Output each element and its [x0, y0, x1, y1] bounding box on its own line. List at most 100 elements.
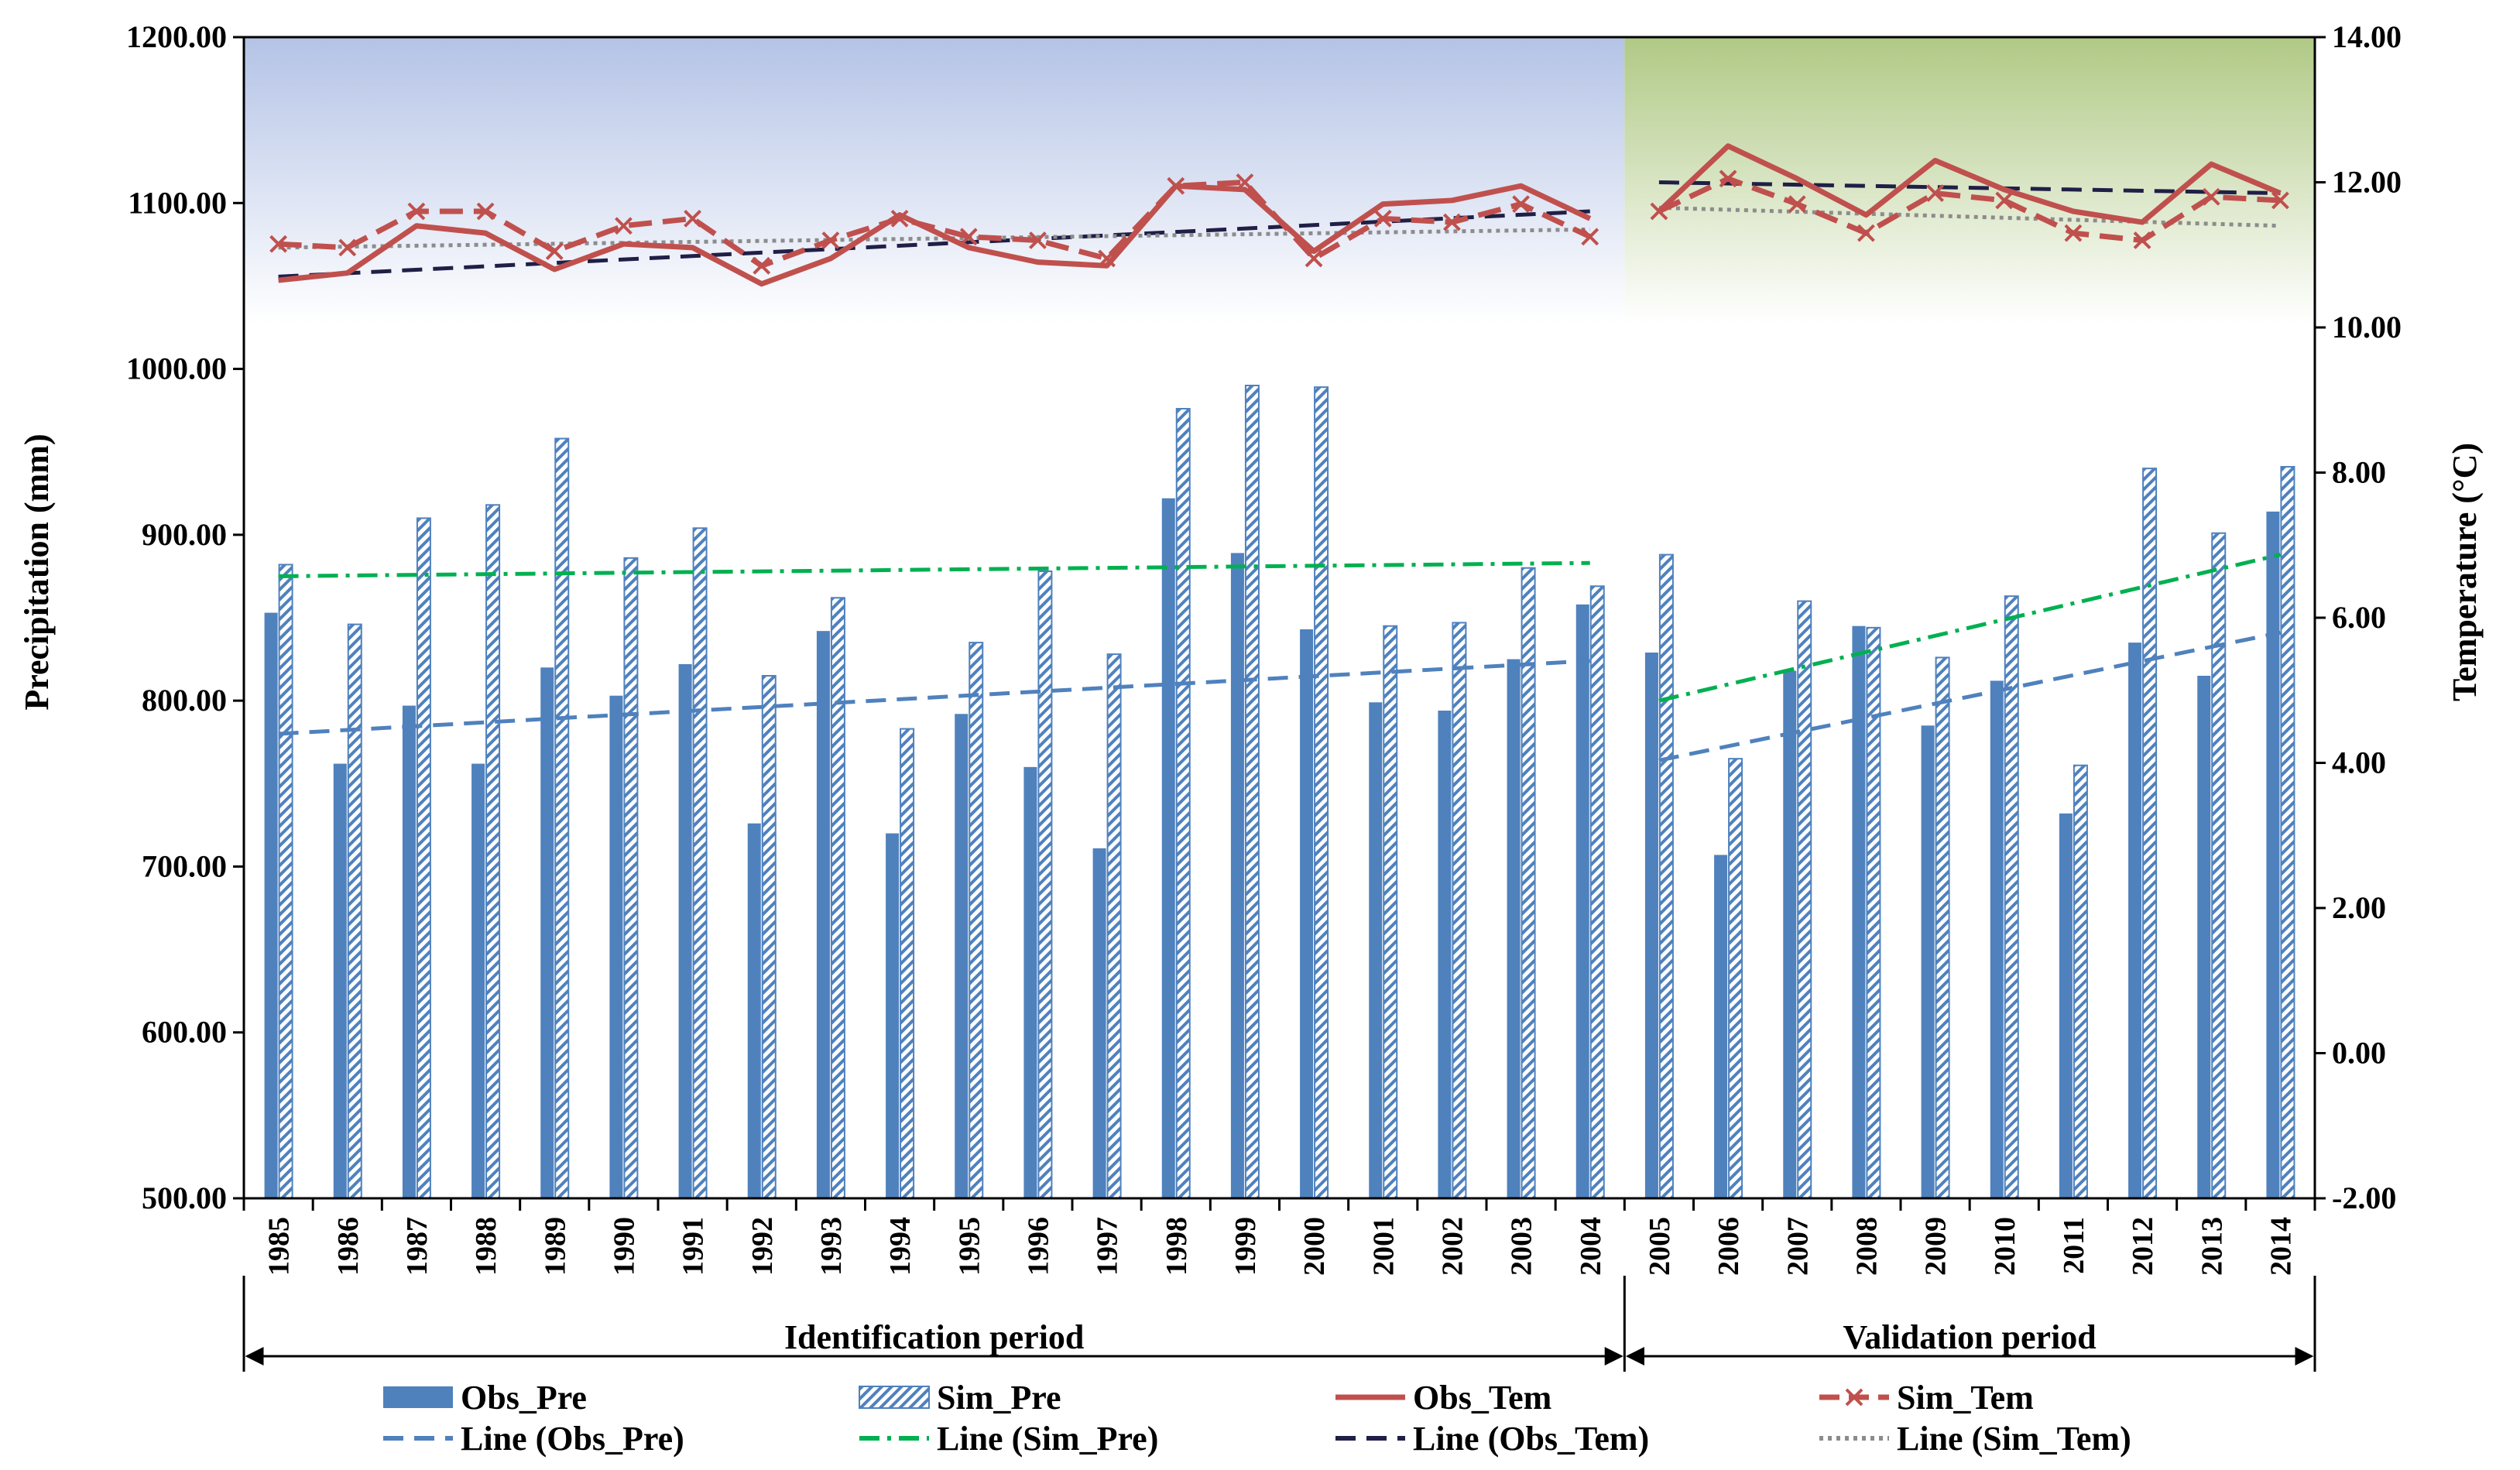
x-tick-label-2006: 2006 — [1713, 1217, 1745, 1276]
y-tick-label-left-900.00: 900.00 — [142, 517, 227, 552]
legend-label: Line (Sim_Pre) — [937, 1420, 1158, 1458]
x-tick-label-1991: 1991 — [677, 1217, 710, 1276]
sim-pre-bar-2000 — [1314, 386, 1329, 1200]
sim-tem-marker-2006 — [1719, 170, 1737, 188]
legend-swatch-obs-pre — [383, 1386, 453, 1408]
x-tick-label-2002: 2002 — [1436, 1217, 1469, 1276]
obs-pre-bar-2010 — [1990, 680, 2004, 1198]
sim-pre-bar-1990 — [623, 557, 639, 1199]
sim-pre-bar-2014 — [2280, 466, 2295, 1199]
legend-item-line-sim-pre: Line (Sim_Pre) — [859, 1420, 1158, 1458]
x-tick-label-1986: 1986 — [332, 1217, 365, 1276]
sim-tem-marker-1999 — [1236, 173, 1254, 191]
y-tick-label-left-1000.00: 1000.00 — [126, 351, 227, 386]
y-tick-label-right--2.00: -2.00 — [2332, 1180, 2396, 1215]
obs-pre-bar-2011 — [2059, 813, 2073, 1198]
sim-pre-bar-1989 — [554, 437, 570, 1199]
sim-tem-marker-2012 — [2133, 231, 2151, 249]
sim-tem-marker-1993 — [821, 231, 840, 249]
obs-pre-bar-2005 — [1644, 653, 1658, 1198]
obs-pre-bar-1990 — [609, 695, 623, 1198]
y-tick-label-right-0.00: 0.00 — [2332, 1036, 2386, 1071]
sim-tem-marker-1996 — [1029, 231, 1047, 249]
x-tick-label-1985: 1985 — [263, 1217, 296, 1276]
obs-pre-bar-2014 — [2266, 511, 2280, 1198]
trend-line-obs-tem--seg-2 — [1658, 180, 2281, 196]
x-tick-label-2003: 2003 — [1506, 1217, 1538, 1276]
period-label-2: Validation period — [1843, 1318, 2097, 1356]
sim-tem-marker-2008 — [1857, 224, 1875, 242]
obs-pre-bar-1989 — [540, 667, 554, 1198]
bars-layer — [264, 385, 2295, 1200]
x-tick-label-1988: 1988 — [470, 1217, 502, 1276]
obs-pre-bar-2012 — [2128, 642, 2142, 1198]
y-tick-label-left-800.00: 800.00 — [142, 683, 227, 718]
sim-pre-bar-1988 — [485, 504, 501, 1199]
sim-pre-bar-1991 — [692, 527, 708, 1199]
sim-pre-bar-1996 — [1037, 571, 1053, 1199]
y-axis-title-left: Precipitation (mm) — [18, 433, 56, 710]
obs-tem-line-seg-1 — [278, 183, 1592, 287]
sim-tem-marker-2007 — [1788, 195, 1806, 214]
obs-pre-bar-2006 — [1714, 855, 1728, 1198]
sim-tem-marker-1987 — [407, 202, 426, 221]
obs-pre-bar-1997 — [1092, 848, 1106, 1198]
sim-pre-bar-2001 — [1383, 625, 1398, 1199]
sim-tem-marker-1997 — [1098, 249, 1116, 268]
legend-item-sim-pre: Sim_Pre — [859, 1379, 1061, 1417]
legend-label: Obs_Tem — [1413, 1379, 1551, 1417]
x-tick-label-2013: 2013 — [2196, 1217, 2228, 1276]
y-tick-label-left-700.00: 700.00 — [142, 848, 227, 883]
legend: Obs_Pre Sim_Pre Obs_Tem Sim_Tem Line (Obs_Pr… — [383, 1379, 2131, 1458]
legend-label: Line (Sim_Tem) — [1897, 1420, 2131, 1458]
legend-marker-sim-tem — [1845, 1388, 1863, 1407]
x-tick-label-1993: 1993 — [815, 1217, 848, 1276]
x-tick-label-1992: 1992 — [746, 1217, 779, 1276]
x-tick-label-2012: 2012 — [2127, 1217, 2159, 1276]
x-tick-label-2009: 2009 — [1920, 1217, 1953, 1276]
x-tick-label-2011: 2011 — [2058, 1217, 2090, 1274]
y-tick-label-right-12.00: 12.00 — [2332, 165, 2402, 200]
sim-pre-bar-1999 — [1244, 385, 1260, 1199]
sim-tem-marker-1989 — [545, 242, 564, 260]
obs-pre-bar-1992 — [747, 823, 761, 1198]
y-tick-label-right-8.00: 8.00 — [2332, 455, 2386, 490]
legend-item-sim-tem: Sim_Tem — [1819, 1379, 2034, 1417]
sim-tem-marker-1991 — [684, 209, 701, 228]
sim-tem-marker-2001 — [1373, 209, 1392, 228]
sim-pre-bar-2012 — [2142, 468, 2158, 1199]
legend-item-line-obs-tem: Line (Obs_Tem) — [1335, 1420, 1649, 1458]
x-tick-label-1994: 1994 — [884, 1217, 917, 1276]
temperature-lines-layer — [269, 143, 2289, 287]
legend-item-line-sim-tem: Line (Sim_Tem) — [1819, 1420, 2131, 1458]
x-tick-label-1995: 1995 — [953, 1217, 986, 1276]
sim-pre-bar-1985 — [278, 564, 293, 1199]
x-tick-label-2005: 2005 — [1644, 1217, 1676, 1276]
obs-pre-bar-2001 — [1369, 702, 1383, 1198]
sim-pre-bar-1998 — [1175, 408, 1191, 1199]
obs-pre-bar-1986 — [333, 763, 347, 1198]
sim-pre-bar-2013 — [2211, 532, 2227, 1199]
sim-tem-marker-1995 — [959, 228, 978, 246]
x-tick-label-1997: 1997 — [1092, 1217, 1124, 1276]
x-tick-label-1998: 1998 — [1161, 1217, 1193, 1276]
sim-pre-bar-2008 — [1866, 626, 1881, 1199]
sim-tem-marker-2013 — [2202, 187, 2220, 206]
sim-tem-marker-2014 — [2271, 191, 2289, 210]
x-tick-label-2007: 2007 — [1781, 1217, 1814, 1276]
sim-tem-marker-1986 — [338, 238, 357, 257]
x-tick-label-1996: 1996 — [1022, 1217, 1054, 1276]
sim-pre-bar-1992 — [761, 675, 777, 1199]
axes-layer: 500.00 600.00 700.00 800.00 900.00 1000.00 110… — [126, 19, 2402, 1276]
y-tick-label-right-10.00: 10.00 — [2332, 310, 2402, 344]
x-tick-label-1999: 1999 — [1229, 1217, 1262, 1276]
sim-pre-bar-2005 — [1658, 553, 1674, 1199]
obs-pre-bar-2009 — [1921, 725, 1935, 1198]
x-tick-label-1987: 1987 — [401, 1217, 434, 1276]
sim-pre-bar-2004 — [1589, 585, 1605, 1199]
sim-tem-marker-1992 — [753, 256, 771, 275]
trend-line-obs-pre--seg-2 — [1658, 630, 2281, 762]
sim-tem-marker-2009 — [1926, 184, 1944, 202]
sim-pre-bar-1986 — [347, 623, 362, 1199]
